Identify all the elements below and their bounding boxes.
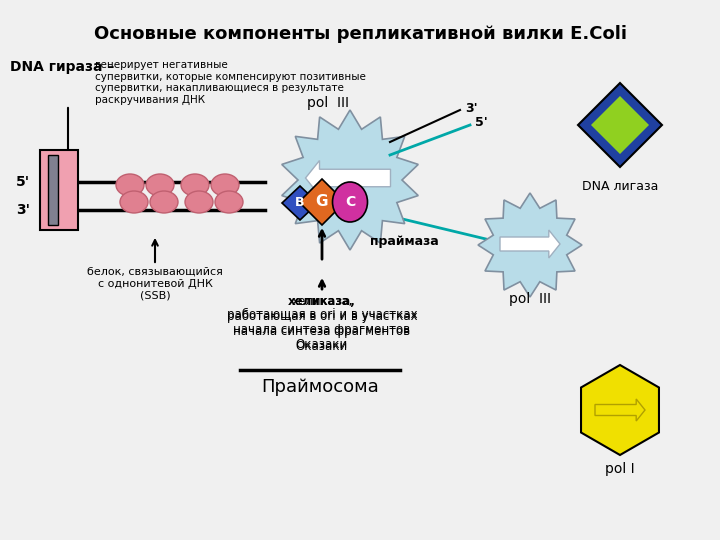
Text: C: C bbox=[345, 195, 355, 209]
Polygon shape bbox=[595, 399, 645, 421]
Text: хеликаза,: хеликаза, bbox=[288, 295, 356, 308]
Polygon shape bbox=[305, 160, 390, 195]
Text: pol  III: pol III bbox=[509, 292, 551, 306]
Text: Основные компоненты репликативной вилки E.Coli: Основные компоненты репликативной вилки … bbox=[94, 25, 626, 43]
Polygon shape bbox=[578, 83, 662, 167]
Text: хеликаза,
работающая в ori и в участках
начала синтеза фрагментов
Оказаки: хеликаза, работающая в ori и в участках … bbox=[227, 295, 418, 353]
Text: pol I: pol I bbox=[606, 462, 635, 476]
Text: 3': 3' bbox=[16, 203, 30, 217]
Text: работающая в ori и в участках
начала синтеза фрагментов
Оказаки: работающая в ori и в участках начала син… bbox=[227, 308, 418, 351]
Text: праймаза: праймаза bbox=[370, 235, 438, 248]
Ellipse shape bbox=[211, 174, 239, 196]
Polygon shape bbox=[299, 179, 345, 225]
Text: Праймосома: Праймосома bbox=[261, 378, 379, 396]
Polygon shape bbox=[500, 230, 560, 258]
Text: белок, связывающийся
с однонитевой ДНК
(SSB): белок, связывающийся с однонитевой ДНК (… bbox=[87, 267, 223, 300]
Polygon shape bbox=[478, 193, 582, 297]
Polygon shape bbox=[590, 95, 650, 155]
Text: pol  III: pol III bbox=[307, 96, 349, 110]
Ellipse shape bbox=[146, 174, 174, 196]
Text: 5': 5' bbox=[16, 175, 30, 189]
Text: 3': 3' bbox=[465, 102, 477, 114]
Polygon shape bbox=[282, 186, 318, 220]
Ellipse shape bbox=[181, 174, 209, 196]
Polygon shape bbox=[282, 110, 418, 250]
Polygon shape bbox=[581, 365, 659, 455]
Text: DNA гираза –: DNA гираза – bbox=[10, 60, 114, 74]
Ellipse shape bbox=[150, 191, 178, 213]
FancyBboxPatch shape bbox=[40, 150, 78, 230]
Ellipse shape bbox=[333, 182, 367, 222]
Text: DNA лигаза: DNA лигаза bbox=[582, 180, 658, 193]
Ellipse shape bbox=[116, 174, 144, 196]
FancyBboxPatch shape bbox=[48, 155, 58, 225]
Text: 5': 5' bbox=[475, 116, 487, 129]
Text: генерирует негативные
супервитки, которые компенсируют позитивные
супервитки, на: генерирует негативные супервитки, которы… bbox=[95, 60, 366, 105]
Ellipse shape bbox=[215, 191, 243, 213]
Ellipse shape bbox=[120, 191, 148, 213]
Ellipse shape bbox=[185, 191, 213, 213]
Text: G: G bbox=[316, 194, 328, 210]
Text: B: B bbox=[295, 197, 305, 210]
